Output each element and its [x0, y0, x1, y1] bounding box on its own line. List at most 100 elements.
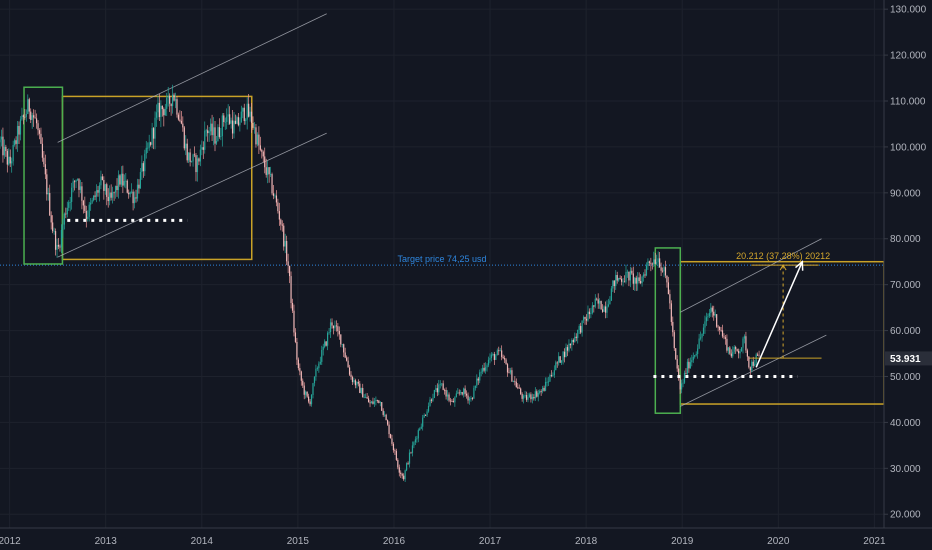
candle-body [91, 200, 93, 203]
candle-body [509, 370, 512, 373]
candle-body [324, 341, 326, 347]
candle-body [190, 161, 193, 163]
candle-body [114, 185, 117, 193]
candle-body [711, 307, 713, 312]
candle-body [63, 213, 65, 225]
candle-body [530, 394, 532, 400]
price-tick-label: 40.000 [890, 418, 921, 429]
candle-body [131, 191, 133, 193]
candle-body [242, 107, 244, 112]
candle-body [218, 127, 220, 137]
candle-body [360, 388, 362, 393]
candle-body [155, 112, 158, 118]
candle-body [389, 434, 392, 439]
candle-body [539, 391, 541, 393]
candle-body [151, 128, 153, 145]
projection-arrowhead [795, 260, 804, 271]
candle-body [87, 216, 89, 219]
candle-body [375, 399, 377, 402]
candle-body [94, 195, 96, 197]
candle-body [666, 275, 668, 283]
candle-body [388, 424, 390, 435]
candle-body [730, 353, 732, 357]
candle-body [672, 321, 674, 333]
candle-body [641, 276, 643, 284]
candle-body [555, 362, 557, 371]
price-tick-label: 30.000 [890, 464, 921, 475]
candle-body [269, 174, 272, 175]
channel-line [57, 132, 327, 258]
candle-body [429, 399, 431, 406]
candle-body [210, 123, 212, 132]
candle-body [272, 193, 275, 196]
candle-body [125, 180, 127, 182]
candle-body [718, 327, 721, 330]
candle-body [261, 149, 263, 152]
candle-body [335, 325, 337, 327]
candle-body [403, 475, 405, 480]
time-tick-label: 2016 [383, 536, 406, 547]
candle-body [300, 371, 302, 381]
candle-body [343, 344, 345, 353]
candle-body [174, 99, 177, 101]
candle-body [44, 164, 46, 175]
candle-body [101, 176, 103, 181]
candle-body [619, 277, 621, 279]
candle-body [600, 300, 602, 310]
candle-body [644, 274, 646, 276]
candle-body [268, 167, 270, 175]
candle-body [166, 97, 168, 109]
candle-body [518, 387, 520, 389]
candle-body [482, 367, 484, 372]
candle-body [498, 350, 500, 352]
candle-body [310, 394, 313, 405]
candle-body [123, 181, 125, 186]
candle-body [290, 276, 292, 303]
candle-body [648, 261, 650, 263]
candle-body [212, 127, 215, 136]
candle-body [743, 336, 746, 339]
candle-body [720, 329, 722, 331]
candle-body [661, 270, 664, 272]
candle-body [452, 401, 455, 403]
candle-body [606, 306, 608, 313]
candle-body [733, 347, 735, 352]
candle-body [50, 215, 52, 223]
time-tick-label: 2014 [191, 536, 214, 547]
channel-line [680, 238, 822, 313]
candle-body [477, 378, 479, 381]
candle-body [520, 388, 522, 394]
candle-body [678, 368, 680, 379]
time-tick-label: 2013 [95, 536, 118, 547]
candle-body [348, 367, 351, 375]
candle-body [580, 326, 582, 333]
candle-body [173, 94, 175, 101]
candle-body [31, 115, 33, 120]
candle-body [369, 402, 371, 404]
price-tick-label: 100.000 [890, 142, 927, 153]
candle-body [255, 127, 257, 145]
candle-body [230, 120, 232, 124]
candle-body [707, 316, 709, 318]
candle-body [34, 117, 36, 119]
range-box-2018-green [654, 247, 682, 414]
candle-body [341, 344, 343, 345]
candle-body [356, 381, 358, 386]
candle-body [154, 117, 156, 139]
candle-body [283, 225, 285, 247]
candle-body [489, 358, 491, 360]
candle-body [537, 392, 539, 397]
candle-body [138, 184, 140, 189]
candle-body [291, 302, 294, 311]
candle-body [588, 311, 591, 315]
candle-body [721, 330, 724, 337]
candle-body [467, 395, 469, 401]
candle-body [275, 195, 278, 203]
candle-body [451, 400, 453, 402]
candle-body [337, 326, 339, 332]
candle-body [480, 371, 482, 373]
candle-body [150, 142, 152, 145]
candle-body [59, 246, 61, 248]
candle-body [179, 119, 181, 121]
